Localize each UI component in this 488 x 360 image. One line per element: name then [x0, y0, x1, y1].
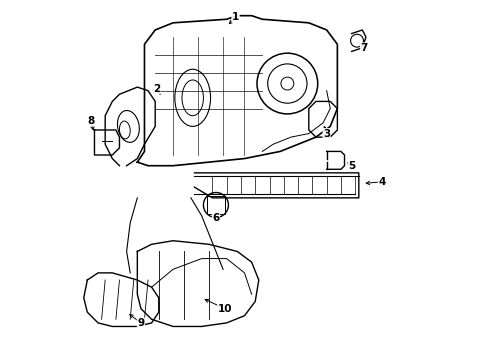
Text: 8: 8 — [87, 116, 94, 126]
Text: 5: 5 — [347, 161, 355, 171]
Text: 3: 3 — [323, 129, 329, 139]
Text: 10: 10 — [217, 303, 232, 314]
Text: 9: 9 — [137, 318, 144, 328]
Text: 6: 6 — [212, 212, 219, 222]
Text: 2: 2 — [153, 84, 160, 94]
Bar — [207, 196, 224, 214]
Text: 1: 1 — [231, 13, 239, 22]
Text: 4: 4 — [378, 177, 385, 187]
Text: 7: 7 — [360, 43, 367, 53]
